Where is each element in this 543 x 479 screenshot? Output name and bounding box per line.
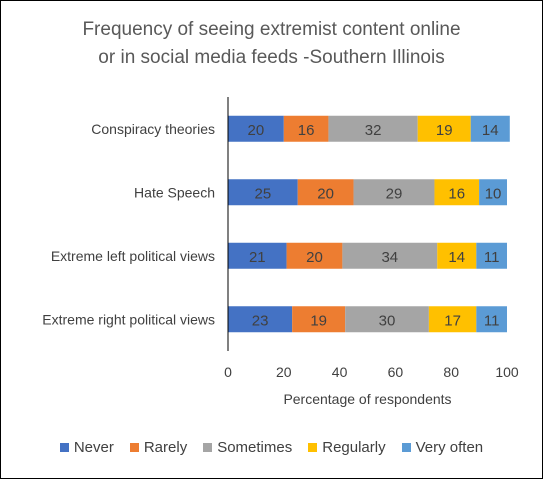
legend-item: Regularly	[308, 439, 386, 456]
bar-segment	[470, 115, 510, 142]
bar-segment	[283, 115, 329, 142]
legend-label: Sometimes	[217, 439, 293, 456]
bar-segment	[345, 306, 429, 333]
legend-swatch	[129, 443, 139, 452]
bars-layer: 20 16 32 19 14 25 20 29 16 10 21 20 34 14 11 23 19 30 17 11	[228, 115, 510, 333]
bar-segment	[297, 179, 354, 206]
legend-label: Regularly	[322, 439, 386, 456]
data-label: 20	[317, 185, 334, 202]
data-label: 14	[482, 122, 499, 139]
legend-swatch	[59, 443, 69, 452]
legend: Never Rarely Sometimes Regularly Very often	[1, 439, 542, 456]
data-label: 19	[436, 122, 453, 139]
x-tick-label: 80	[443, 364, 459, 380]
x-tick-label: 40	[332, 364, 348, 380]
bar-segment	[476, 306, 507, 333]
bar-segment	[437, 242, 477, 269]
data-label: 10	[485, 185, 502, 202]
data-label: 21	[249, 249, 266, 266]
data-label: 30	[379, 312, 396, 329]
legend-item: Sometimes	[203, 439, 292, 456]
bar-segment	[342, 242, 438, 269]
data-label: 14	[448, 249, 465, 266]
data-label: 16	[448, 185, 465, 202]
data-label: 25	[255, 185, 272, 202]
data-label: 23	[252, 312, 269, 329]
x-tick-labels: 0 20 40 60 80 100	[224, 364, 519, 380]
bar-segment	[434, 179, 480, 206]
legend-item: Rarely	[129, 439, 188, 456]
data-label: 17	[444, 312, 461, 329]
chart-title-line-1: Frequency of seeing extremist content on…	[82, 19, 461, 40]
legend-label: Never	[73, 439, 114, 456]
x-tick-label: 20	[276, 364, 292, 380]
category-label: Hate Speech	[134, 184, 215, 200]
data-label: 34	[381, 249, 398, 266]
legend-swatch	[203, 443, 213, 452]
data-label: 11	[484, 312, 500, 329]
bar-segment	[428, 306, 477, 333]
bar-segment	[328, 115, 418, 142]
bar-segment	[292, 306, 346, 333]
bar-segment	[228, 115, 284, 142]
data-label: 11	[484, 249, 500, 266]
category-label: Extreme left political views	[51, 248, 215, 264]
category-label: Conspiracy theories	[91, 121, 215, 137]
bar-segment	[228, 306, 293, 333]
bar-segment	[228, 179, 298, 206]
bar-segment	[353, 179, 435, 206]
data-label: 19	[310, 312, 327, 329]
legend-item: Very often	[401, 439, 484, 456]
bar-segment	[286, 242, 343, 269]
x-tick-label: 100	[495, 364, 519, 380]
legend-swatch	[401, 443, 411, 452]
x-tick-label: 60	[388, 364, 404, 380]
data-label: 32	[365, 122, 382, 139]
legend-item: Never	[59, 439, 114, 456]
chart-title-line-2: or in social media feeds -Southern Illin…	[98, 47, 445, 68]
data-label: 16	[298, 122, 315, 139]
bar-segment	[417, 115, 471, 142]
bar-segment	[228, 242, 287, 269]
legend-label: Rarely	[143, 439, 188, 456]
x-axis-title: Percentage of respondents	[283, 391, 451, 407]
bar-segment	[479, 179, 507, 206]
category-labels: Conspiracy theories Hate Speech Extreme le…	[42, 121, 215, 328]
category-label: Extreme right political views	[42, 311, 215, 327]
legend-label: Very often	[415, 439, 484, 456]
data-label: 29	[386, 185, 403, 202]
legend-swatch	[308, 443, 318, 452]
data-label: 20	[248, 122, 265, 139]
data-label: 20	[306, 249, 323, 266]
x-tick-label: 0	[224, 364, 232, 380]
bar-segment	[476, 242, 507, 269]
